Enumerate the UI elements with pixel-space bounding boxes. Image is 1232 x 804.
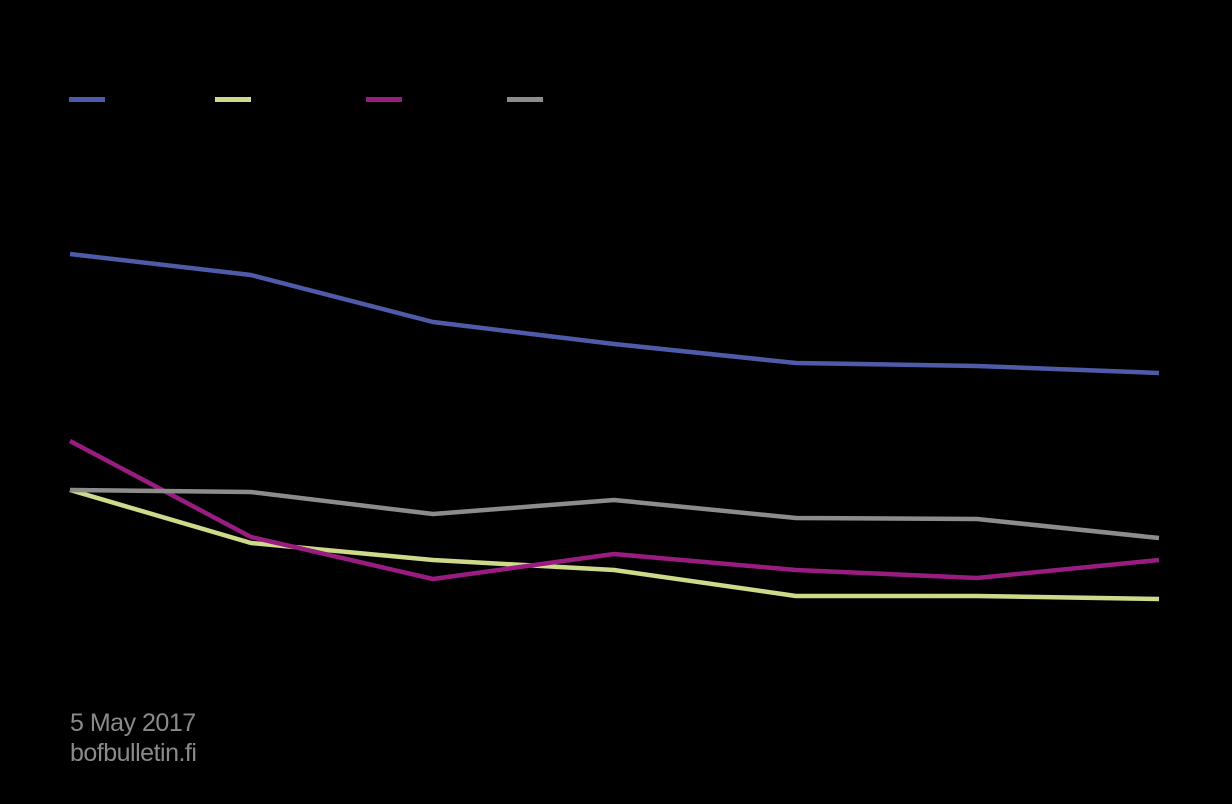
legend-swatch-icon [69,96,105,102]
chart-legend [0,0,1232,120]
series-line-1 [69,251,1160,376]
series-line-2 [69,487,1160,602]
series-line-3 [68,439,1160,582]
footer-date: 5 May 2017 [70,709,196,737]
chart-footer: 5 May 2017 bofbulletin.fi [70,708,197,768]
legend-item-series-4 [507,92,551,106]
legend-item-series-1 [69,92,113,106]
legend-swatch-icon [366,96,402,102]
legend-item-series-2 [215,92,259,106]
footer-source: bofbulletin.fi [70,739,197,767]
legend-swatch-icon [507,96,543,102]
legend-swatch-icon [215,96,251,102]
series-line-4 [69,487,1160,541]
legend-item-series-3 [366,92,410,106]
